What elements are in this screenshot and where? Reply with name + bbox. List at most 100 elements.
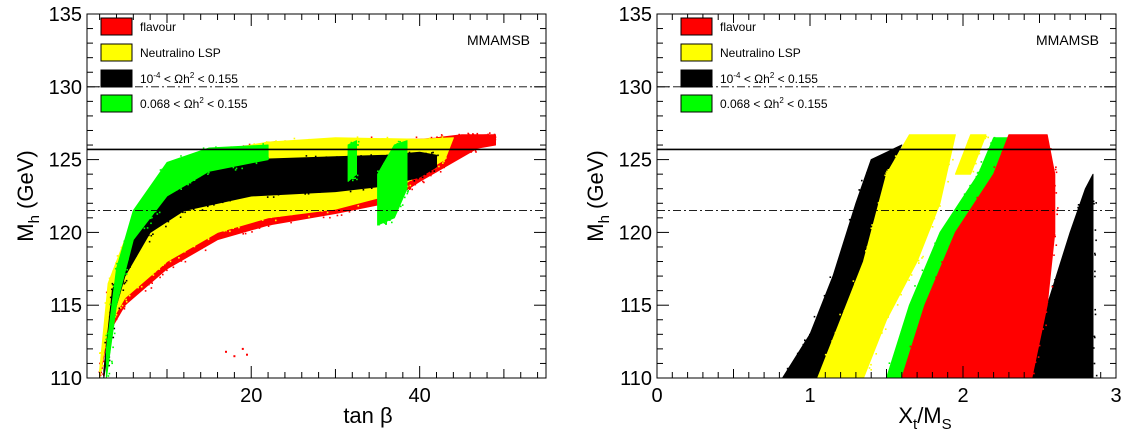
right-data-layer (782, 134, 1098, 378)
speckle (333, 212, 335, 214)
speckle (409, 188, 411, 190)
speckle (1063, 252, 1066, 254)
speckle (1094, 313, 1097, 316)
speckle (351, 177, 354, 180)
speckle (100, 368, 103, 371)
y-tick-label: 135 (49, 4, 82, 26)
speckle (265, 147, 267, 150)
speckle (272, 196, 275, 198)
speckle (148, 234, 150, 237)
speckle (126, 269, 128, 271)
speckle (884, 174, 886, 177)
speckle (357, 144, 359, 146)
speckle (159, 276, 161, 279)
left-x-axis-title: tan β (343, 403, 392, 428)
speckle (128, 247, 130, 249)
speckle (975, 162, 977, 165)
speckle (423, 181, 425, 184)
speckle (304, 193, 306, 195)
speckle (884, 328, 887, 330)
speckle (894, 155, 897, 157)
speckle (897, 155, 900, 158)
speckle (373, 156, 376, 159)
speckle (931, 226, 934, 228)
y-tick-label: 110 (50, 368, 82, 390)
speckle (423, 176, 426, 178)
speckle (326, 211, 329, 214)
legend-label-neutralino-lsp: Neutralino LSP (140, 46, 221, 60)
speckle (943, 229, 946, 232)
speckle (207, 205, 209, 208)
speckle (909, 345, 912, 348)
speckle (335, 210, 338, 212)
speckle (182, 211, 184, 214)
speckle (1090, 203, 1093, 205)
speckle (127, 258, 129, 261)
speckle (826, 356, 829, 358)
speckle (187, 183, 189, 186)
legend-swatch-neutralino-lsp (680, 43, 713, 62)
speckle (108, 364, 110, 367)
speckle (796, 352, 799, 355)
speckle (1054, 184, 1056, 187)
speckle (430, 170, 432, 173)
speckle (831, 340, 833, 342)
region-0-068-h-2-0-155-2 (347, 140, 357, 182)
speckle (437, 154, 439, 157)
speckle (1054, 168, 1057, 171)
speckle (125, 273, 127, 275)
speckle (171, 216, 173, 218)
speckle (202, 244, 204, 247)
left-panel: 110 115 120 125 130 135 20 40 flavour Neutralin… (13, 4, 547, 428)
speckle (152, 274, 155, 276)
data-point (225, 350, 227, 353)
speckle (112, 284, 115, 286)
speckle (406, 192, 409, 195)
speckle (404, 143, 406, 146)
speckle (891, 363, 894, 365)
speckle (1004, 150, 1006, 153)
speckle (230, 226, 233, 228)
speckle (99, 352, 101, 354)
speckle (909, 311, 912, 313)
speckle (202, 147, 205, 149)
speckle (1093, 347, 1095, 349)
speckle (339, 206, 341, 208)
speckle (979, 168, 982, 171)
speckle (410, 179, 413, 181)
left-y-axis-title: Mh (GeV) (13, 150, 43, 241)
speckle (1051, 248, 1053, 250)
speckle (113, 327, 116, 330)
speckle (370, 136, 373, 139)
speckle (158, 211, 161, 214)
speckle (972, 206, 974, 208)
speckle (356, 136, 359, 138)
speckle (1044, 318, 1046, 321)
speckle (1054, 235, 1056, 238)
speckle (432, 151, 434, 154)
speckle (975, 175, 978, 178)
speckle (851, 298, 853, 301)
speckle (963, 193, 966, 195)
speckle (406, 185, 409, 188)
speckle (839, 313, 841, 316)
speckle (820, 360, 822, 363)
speckle (319, 191, 321, 193)
speckle (322, 216, 325, 219)
speckle (122, 306, 125, 309)
speckle (184, 250, 186, 253)
speckle (1093, 335, 1096, 338)
speckle (255, 162, 258, 165)
speckle (1094, 275, 1096, 278)
speckle (970, 216, 973, 219)
speckle (929, 223, 932, 226)
speckle (336, 156, 338, 158)
speckle (906, 366, 909, 368)
speckle (993, 166, 996, 168)
speckle (421, 173, 423, 176)
data-point (233, 355, 236, 358)
speckle (213, 201, 216, 203)
speckle (889, 374, 891, 377)
speckle (354, 206, 357, 209)
speckle (99, 374, 102, 377)
